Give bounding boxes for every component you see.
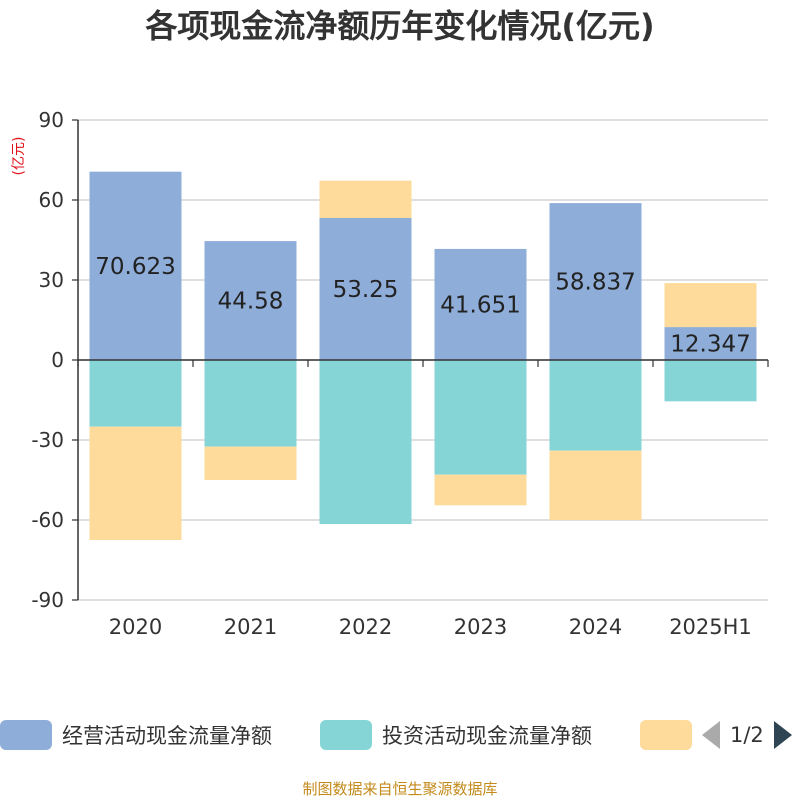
legend-prev-page-icon[interactable] bbox=[702, 721, 720, 749]
bars bbox=[89, 171, 757, 540]
data-label-2025H1: 12.347 bbox=[670, 332, 750, 358]
bar-series-1-2022[interactable] bbox=[319, 360, 412, 524]
data-labels: 70.623 44.58 53.25 41.651 58.837 12.347 bbox=[95, 254, 750, 358]
bar-series-0-2024[interactable] bbox=[549, 203, 642, 360]
bar-series-1-2023[interactable] bbox=[434, 360, 527, 475]
x-tick-label: 2021 bbox=[224, 615, 277, 639]
y-tick-label: -30 bbox=[31, 428, 64, 452]
bar-series-0-2020[interactable] bbox=[89, 171, 182, 360]
data-label-2020: 70.623 bbox=[95, 254, 175, 280]
y-tick-label: -60 bbox=[31, 508, 64, 532]
legend-swatch-financing bbox=[640, 720, 692, 750]
legend-next-page-icon[interactable] bbox=[773, 721, 792, 749]
data-label-2022: 53.25 bbox=[333, 277, 399, 303]
x-tick-label: 2023 bbox=[454, 615, 507, 639]
data-source-note: 制图数据来自恒生聚源数据库 bbox=[302, 780, 498, 798]
bar-series-0-2025H1[interactable] bbox=[664, 327, 757, 360]
legend: 经营活动现金流量净额 投资活动现金流量净额 1/2 bbox=[0, 714, 800, 754]
legend-label-investing: 投资活动现金流量净额 bbox=[382, 724, 592, 748]
legend-page-indicator: 1/2 bbox=[730, 723, 764, 747]
bar-series-0-2023[interactable] bbox=[434, 248, 527, 360]
bar-series-0-2021[interactable] bbox=[204, 241, 297, 360]
bar-series-2-2024[interactable] bbox=[549, 450, 642, 520]
bar-series-2-2022[interactable] bbox=[319, 180, 412, 218]
y-tick-label: -90 bbox=[31, 588, 64, 612]
x-tick-label: 2022 bbox=[339, 615, 392, 639]
bar-series-2-2025H1[interactable] bbox=[664, 283, 757, 328]
x-tick-label: 2020 bbox=[109, 615, 162, 639]
y-tick-label: 30 bbox=[39, 268, 64, 292]
legend-item-financing[interactable] bbox=[640, 720, 702, 750]
x-tick-label: 2025H1 bbox=[669, 615, 752, 639]
bar-series-1-2021[interactable] bbox=[204, 360, 297, 447]
y-tick-label: 90 bbox=[39, 108, 64, 132]
bar-series-1-2024[interactable] bbox=[549, 360, 642, 451]
legend-item-operating[interactable]: 经营活动现金流量净额 bbox=[0, 720, 272, 750]
legend-item-investing[interactable]: 投资活动现金流量净额 bbox=[320, 720, 592, 750]
legend-swatch-investing bbox=[320, 720, 372, 750]
legend-label-operating: 经营活动现金流量净额 bbox=[62, 724, 272, 748]
y-tick-label: 60 bbox=[39, 188, 64, 212]
bar-series-1-2020[interactable] bbox=[89, 360, 182, 427]
bar-series-2-2020[interactable] bbox=[89, 426, 182, 540]
data-label-2021: 44.58 bbox=[218, 289, 284, 315]
data-label-2023: 41.651 bbox=[440, 292, 520, 318]
axes: 90 60 30 0 -30 -60 -90 2020 2021 2022 2023 2024 2025… bbox=[31, 108, 769, 639]
data-label-2024: 58.837 bbox=[555, 270, 635, 296]
chart-title: 各项现金流净额历年变化情况(亿元) bbox=[145, 7, 655, 45]
bar-series-1-2025H1[interactable] bbox=[664, 360, 757, 402]
bar-series-2-2021[interactable] bbox=[204, 446, 297, 480]
y-tick-label: 0 bbox=[51, 348, 64, 372]
bar-series-2-2023[interactable] bbox=[434, 474, 527, 506]
x-tick-label: 2024 bbox=[569, 615, 622, 639]
legend-swatch-operating bbox=[0, 720, 52, 750]
legend-pager: 1/2 bbox=[702, 720, 792, 750]
bar-series-0-2022[interactable] bbox=[319, 218, 412, 360]
